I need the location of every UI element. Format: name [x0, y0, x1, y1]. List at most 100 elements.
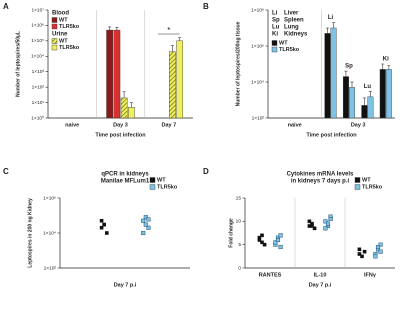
x-tick-label: naive	[65, 122, 79, 128]
key-name: Kidneys	[284, 32, 308, 38]
legend-swatch	[51, 23, 58, 30]
bar	[342, 76, 349, 119]
chart-subtitle: in kidneys 7 days p.i	[291, 179, 350, 185]
point	[373, 254, 378, 259]
point	[143, 222, 148, 227]
y-tick-label: 1×10²	[252, 115, 265, 121]
chart-subtitle: Manilae MFLum1	[101, 179, 150, 185]
y-axis-label: Number of leptospires/200ng tissue	[235, 21, 241, 106]
legend-swatch	[354, 177, 361, 183]
point	[307, 219, 312, 224]
key-abbr: Li	[272, 11, 278, 17]
legend-label: WT	[279, 40, 288, 46]
point	[99, 225, 104, 230]
bar	[330, 27, 337, 119]
bar	[367, 96, 374, 119]
point	[328, 216, 333, 222]
x-tick-label: Day 3	[351, 122, 366, 128]
bar	[361, 105, 368, 119]
key-abbr: Ki	[272, 32, 278, 38]
y-tick-label: 0	[238, 265, 241, 271]
point	[310, 221, 314, 226]
point	[275, 237, 281, 243]
chart-title: qPCR in kidneys	[101, 172, 149, 178]
legend-swatch	[271, 40, 278, 46]
x-tick-label: IL-10	[314, 272, 327, 278]
x-axis-label: Day 7 p.i	[114, 282, 137, 288]
key-abbr: Sp	[272, 18, 280, 24]
legend-label: WT	[157, 177, 166, 183]
y-tick-label: 1×10⁶	[251, 43, 264, 49]
chart-title: Cytokines mRNA levels	[287, 172, 354, 178]
point	[273, 240, 278, 245]
y-axis-label: Leptospires in 200 ng Kidney	[27, 198, 33, 268]
y-tick-label: 1×10²	[32, 84, 45, 90]
point	[105, 231, 109, 235]
legend-swatch	[149, 177, 156, 183]
legend-label: TLR5ko	[279, 47, 300, 53]
y-axis-label: Fold change	[228, 218, 234, 248]
point	[141, 230, 146, 236]
point	[99, 218, 104, 223]
point	[278, 233, 283, 238]
bar	[169, 51, 176, 119]
x-axis-label: Day 7 p.i	[309, 282, 332, 288]
x-axis-label: Time post infection	[306, 132, 357, 138]
legend-label: TLR5ko	[157, 184, 178, 190]
y-tick-label: 5	[238, 242, 241, 248]
point	[312, 226, 317, 231]
legend-label: WT	[59, 17, 68, 23]
x-tick-label: Day 3	[113, 122, 128, 128]
panel-letter: D	[203, 167, 209, 176]
y-tick-label: 1×10⁴	[251, 79, 264, 85]
legend-label: WT	[59, 38, 68, 44]
y-tick-label: 10	[236, 219, 242, 225]
y-tick-label: 1×10⁸	[251, 7, 264, 13]
bar	[324, 33, 331, 119]
legend-group-title: Blood	[52, 11, 69, 17]
legend-label: WT	[362, 177, 371, 183]
y-tick-label: 1×10⁶	[43, 195, 56, 201]
point	[378, 242, 383, 247]
legend-swatch	[354, 184, 361, 190]
bar	[120, 97, 128, 119]
y-tick-label: 1×10³	[32, 69, 45, 75]
point	[262, 242, 267, 247]
point	[146, 225, 151, 230]
bar-group-label: Ki	[383, 57, 389, 63]
point	[260, 240, 264, 245]
bar	[127, 107, 135, 119]
key-name: Lung	[284, 25, 299, 31]
bar-group-label: Sp	[345, 64, 353, 70]
y-tick-label: 15	[236, 195, 242, 201]
bar	[113, 29, 121, 119]
point	[102, 222, 106, 227]
panel-letter: B	[203, 2, 209, 11]
bar	[385, 69, 392, 119]
x-axis-label: Time post infection	[95, 132, 146, 138]
point	[378, 249, 383, 254]
y-tick-label: 1×10⁴	[31, 54, 44, 60]
legend-label: TLR5ko	[362, 184, 383, 190]
point	[357, 247, 362, 252]
point	[310, 224, 314, 228]
point	[323, 219, 328, 224]
point	[257, 235, 262, 240]
key-name: Spleen	[284, 18, 304, 24]
point	[362, 249, 367, 254]
panel-letter: C	[3, 167, 9, 176]
point	[307, 224, 312, 228]
y-tick-label: 1×10⁰	[31, 115, 44, 121]
point	[357, 252, 362, 256]
x-tick-label: naive	[288, 122, 302, 128]
legend-swatch	[271, 46, 278, 53]
bar-group-label: Lu	[364, 84, 372, 90]
bar	[106, 29, 114, 119]
key-abbr: Lu	[272, 25, 280, 31]
point	[325, 221, 331, 226]
y-tick-label: 1×10⁶	[31, 23, 44, 29]
point	[141, 218, 146, 223]
legend-swatch	[51, 38, 58, 44]
annotation: *	[167, 26, 170, 35]
